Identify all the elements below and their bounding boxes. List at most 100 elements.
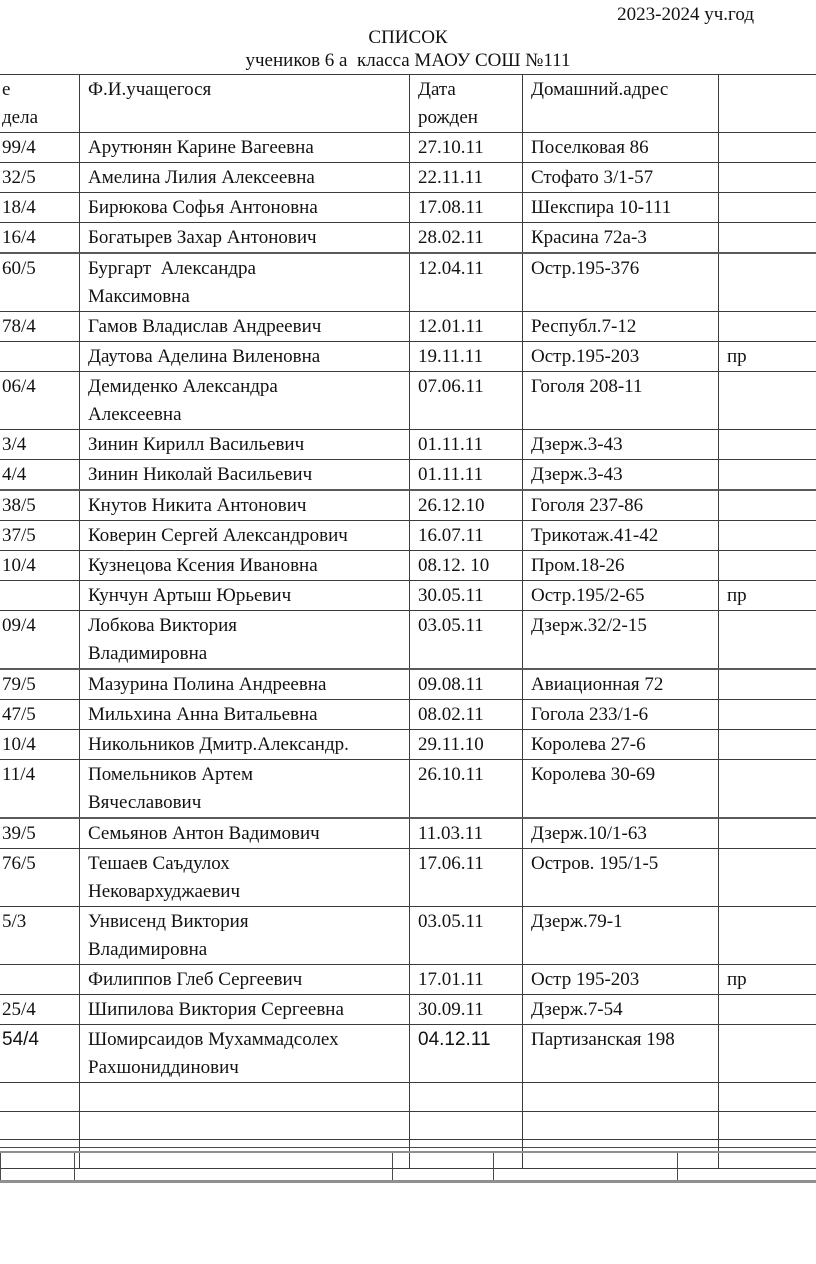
student-name-cell: Тешаев Саъдулох Нековархуджаевич	[79, 848, 410, 907]
note-cell	[718, 489, 816, 521]
file-number-cell: 10/4	[0, 729, 80, 760]
student-row: 54/4 Шомирсаидов Мухаммадсолех Рахшонидди…	[0, 1024, 816, 1083]
student-name-cell: Кузнецова Ксения Ивановна	[79, 550, 410, 581]
file-number-cell: 76/5	[0, 848, 80, 907]
student-name-cell: Мильхина Анна Витальевна	[79, 699, 410, 730]
student-name-cell: Демиденко Александра Алексеевна	[79, 371, 410, 430]
student-name-cell: Семьянов Антон Вадимович	[79, 817, 410, 849]
empty-cell	[0, 1151, 75, 1183]
birthdate-cell: 19.11.11	[409, 341, 523, 372]
file-number-cell: 99/4	[0, 132, 80, 163]
file-number-cell: 47/5	[0, 699, 80, 730]
fragment-divider-line	[0, 1147, 816, 1151]
address-cell: Дзерж.7-54	[522, 994, 719, 1025]
file-number-cell: 32/5	[0, 162, 80, 193]
address-cell: Гоголя 237-86	[522, 489, 719, 521]
file-number-cell: 4/4	[0, 459, 80, 491]
note-cell	[718, 1024, 816, 1083]
address-cell: Республ.7-12	[522, 311, 719, 342]
document-subtitle: учеников 6 а класса МАОУ СОШ №111	[245, 50, 571, 71]
address-cell: Дзерж.3-43	[522, 459, 719, 491]
birthdate-cell: 16.07.11	[409, 520, 523, 551]
birthdate-cell	[409, 1082, 523, 1112]
file-number-cell: 16/4	[0, 222, 80, 254]
birthdate-cell: 04.12.11	[409, 1024, 523, 1083]
birthdate-cell: 01.11.11	[409, 459, 523, 491]
student-row: 3/4 Зинин Кирилл Васильевич 01.11.11 Дзерж.…	[0, 429, 816, 460]
file-number-cell: 60/5	[0, 252, 80, 312]
student-name-cell: Кнутов Никита Антонович	[79, 489, 410, 521]
student-name-cell: Коверин Сергей Александрович	[79, 520, 410, 551]
birthdate-cell: 08.12. 10	[409, 550, 523, 581]
file-number-cell	[0, 1082, 80, 1112]
student-row: 16/4 Богатырев Захар Антонович 28.02.11 Кра…	[0, 222, 816, 254]
file-number-cell	[0, 964, 80, 995]
birthdate-cell: 26.12.10	[409, 489, 523, 521]
student-row: 79/5 Мазурина Полина Андреевна 09.08.11 Ави…	[0, 668, 816, 700]
address-cell: Гогола 233/1-6	[522, 699, 719, 730]
note-cell	[718, 729, 816, 760]
note-cell	[718, 222, 816, 254]
note-cell	[718, 699, 816, 730]
note-cell	[718, 668, 816, 700]
file-number-cell	[0, 580, 80, 611]
note-cell	[718, 848, 816, 907]
birthdate-cell: 03.05.11	[409, 906, 523, 965]
file-number-cell: 06/4	[0, 371, 80, 430]
student-name-cell	[79, 1110, 410, 1140]
student-name-cell: Гамов Владислав Андреевич	[79, 311, 410, 342]
note-cell	[718, 252, 816, 312]
table-header-row: е дела Ф.И.учащегося Дата рожден Домашни…	[0, 74, 816, 133]
student-name-cell: Лобкова Виктория Владимировна	[79, 610, 410, 670]
address-cell: Партизанская 198	[522, 1024, 719, 1083]
note-cell	[718, 759, 816, 819]
note-cell	[718, 1110, 816, 1140]
student-name-cell: Шипилова Виктория Сергеевна	[79, 994, 410, 1025]
student-row: Даутова Аделина Виленовна 19.11.11 Остр.19…	[0, 341, 816, 372]
note-cell	[718, 162, 816, 193]
file-number-cell: 54/4	[0, 1024, 80, 1083]
student-row: Кунчун Артыш Юрьевич 30.05.11 Остр.195/2-6…	[0, 580, 816, 611]
note-cell	[718, 192, 816, 223]
note-cell	[718, 311, 816, 342]
address-cell: Дзерж.79-1	[522, 906, 719, 965]
address-cell: Пром.18-26	[522, 550, 719, 581]
student-name-cell: Амелина Лилия Алексеевна	[79, 162, 410, 193]
empty-cell	[677, 1151, 816, 1183]
birthdate-cell: 29.11.10	[409, 729, 523, 760]
student-name-cell: Даутова Аделина Виленовна	[79, 341, 410, 372]
student-row: 09/4 Лобкова Виктория Владимировна 03.05.1…	[0, 610, 816, 670]
student-row: Филиппов Глеб Сергеевич 17.01.11 Остр 195-…	[0, 964, 816, 995]
file-number-cell	[0, 341, 80, 372]
note-cell: пр	[718, 964, 816, 995]
note-cell: пр	[718, 580, 816, 611]
address-cell: Трикотаж.41-42	[522, 520, 719, 551]
student-name-cell: Помельников Артем Вячеславович	[79, 759, 410, 819]
birthdate-cell	[409, 1110, 523, 1140]
note-cell	[718, 520, 816, 551]
file-number-cell: 39/5	[0, 817, 80, 849]
note-cell	[718, 371, 816, 430]
students-table: е дела Ф.И.учащегося Дата рожден Домашни…	[0, 74, 816, 1169]
note-cell	[718, 550, 816, 581]
file-number-cell: 25/4	[0, 994, 80, 1025]
student-name-cell: Арутюнян Карине Вагеевна	[79, 132, 410, 163]
address-cell: Остр 195-203	[522, 964, 719, 995]
student-name-cell: Мазурина Полина Андреевна	[79, 668, 410, 700]
col-header-file-number: е дела	[0, 74, 80, 133]
birthdate-cell: 17.06.11	[409, 848, 523, 907]
birthdate-cell: 28.02.11	[409, 222, 523, 254]
empty-cell	[392, 1151, 494, 1183]
file-number-cell	[0, 1110, 80, 1140]
address-cell: Шекспира 10-111	[522, 192, 719, 223]
col-header-note	[718, 74, 816, 133]
empty-row	[0, 1082, 816, 1112]
birthdate-cell: 07.06.11	[409, 371, 523, 430]
address-cell: Гоголя 208-11	[522, 371, 719, 430]
student-name-cell: Бирюкова Софья Антоновна	[79, 192, 410, 223]
note-cell	[718, 1082, 816, 1112]
student-row: 18/4 Бирюкова Софья Антоновна 17.08.11 Шекс…	[0, 192, 816, 223]
address-cell: Дзерж.32/2-15	[522, 610, 719, 670]
birthdate-cell: 12.04.11	[409, 252, 523, 312]
note-cell	[718, 459, 816, 491]
